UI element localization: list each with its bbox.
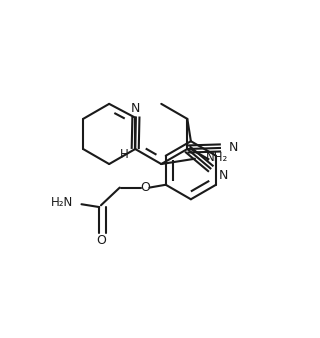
Text: H₂N: H₂N	[51, 196, 73, 209]
Text: N: N	[218, 169, 228, 182]
Text: N: N	[229, 141, 238, 154]
Text: NH₂: NH₂	[205, 151, 228, 164]
Text: O: O	[140, 181, 150, 194]
Text: N: N	[131, 102, 140, 115]
Text: H: H	[120, 148, 129, 161]
Text: O: O	[96, 234, 106, 247]
